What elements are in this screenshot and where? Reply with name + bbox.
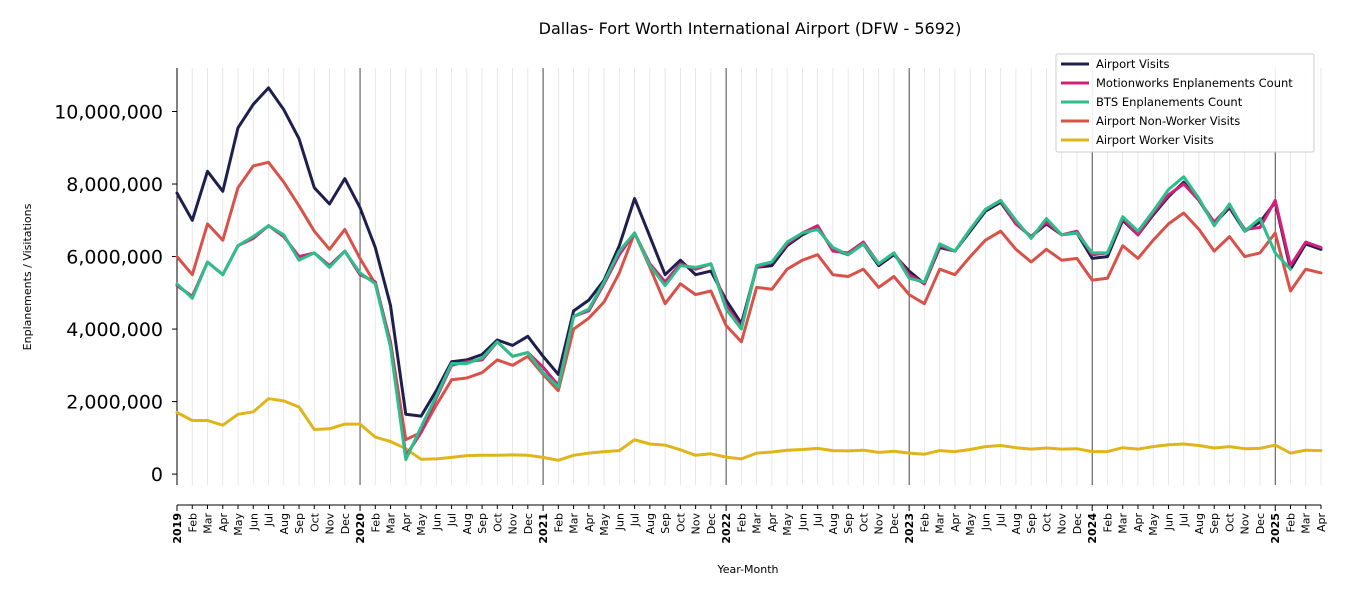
x-tick-label: Dec (705, 513, 718, 534)
x-tick-label-year: 2020 (354, 513, 367, 544)
x-tick-label: Oct (1223, 512, 1236, 532)
x-tick-label: Oct (491, 512, 504, 532)
legend-label: BTS Enplanements Count (1096, 95, 1243, 109)
x-tick-label: May (1147, 513, 1160, 536)
x-tick-label: Apr (949, 513, 962, 533)
legend: Airport Visits Motionworks Enplanements C… (1055, 53, 1315, 153)
x-tick-label: Nov (324, 513, 337, 535)
x-tick-label: Sep (1025, 513, 1038, 534)
x-tick-label: May (415, 513, 428, 536)
x-tick-label: Oct (308, 512, 321, 532)
chart-title: Dallas- Fort Worth International Airport… (539, 19, 962, 38)
x-tick-label: Dec (888, 513, 901, 534)
x-tick-label: Apr (583, 513, 596, 533)
x-tick-label: May (964, 513, 977, 536)
x-tick-label: Dec (339, 513, 352, 534)
x-tick-label: Sep (659, 513, 672, 534)
x-tick-label: Mar (751, 513, 764, 534)
x-tick-label-year: 2024 (1086, 513, 1099, 544)
x-tick-label: Dec (1071, 513, 1084, 534)
x-tick-label: Sep (476, 513, 489, 534)
y-tick-label: 4,000,000 (66, 319, 163, 341)
legend-label: Airport Visits (1096, 57, 1170, 71)
x-tick-label: Apr (1315, 513, 1328, 533)
y-tick-label: 2,000,000 (66, 392, 163, 414)
x-tick-label: Feb (1101, 513, 1114, 532)
x-tick-label: Nov (873, 513, 886, 535)
x-axis-label: Year-Month (716, 563, 778, 576)
x-tick-label: Nov (1056, 513, 1069, 535)
x-tick-label: Jun (796, 513, 809, 531)
y-tick-label: 8,000,000 (66, 174, 163, 196)
x-tick-label: Mar (1117, 513, 1130, 534)
x-tick-label: Feb (1284, 513, 1297, 532)
x-tick-label: May (598, 513, 611, 536)
x-tick-label: Sep (1208, 513, 1221, 534)
x-tick-label: Mar (934, 513, 947, 534)
x-tick-label: Aug (1193, 513, 1206, 534)
x-tick-label: Aug (827, 513, 840, 534)
x-tick-label-year: 2021 (537, 513, 550, 544)
x-tick-label: Aug (278, 513, 291, 534)
y-tick-label: 0 (151, 464, 163, 486)
x-tick-label: Jul (263, 513, 276, 527)
series-line-airport-non-worker-visits (175, 160, 1323, 442)
y-tick-label: 6,000,000 (66, 247, 163, 269)
x-tick-label: Nov (1239, 513, 1252, 535)
x-tick-label: Oct (1040, 512, 1053, 532)
series-line-airport-worker-visits (175, 397, 1323, 462)
legend-label: Airport Worker Visits (1096, 133, 1214, 147)
x-tick-label: Feb (918, 513, 931, 532)
series-line-bts-enplanements-count (175, 175, 1292, 462)
x-tick-label: Jul (629, 513, 642, 527)
x-tick-label-year: 2025 (1269, 513, 1282, 544)
x-tick-label: Mar (202, 513, 215, 534)
x-tick-label: Jun (613, 513, 626, 531)
x-tick-label-year: 2023 (903, 513, 916, 544)
legend-box (1055, 53, 1315, 153)
x-tick-label: Apr (766, 513, 779, 533)
y-axis-label: Enplanements / Visitations (21, 203, 34, 350)
x-tick-label: Apr (1132, 513, 1145, 533)
x-tick-label: Mar (385, 513, 398, 534)
x-tick-label: Mar (1300, 513, 1313, 534)
x-tick-label: Aug (644, 513, 657, 534)
x-tick-label: Sep (842, 513, 855, 534)
axes: Dallas- Fort Worth International Airport… (21, 19, 1328, 576)
x-tick-label: Jun (247, 513, 260, 531)
x-tick-label: Jun (1162, 513, 1175, 531)
x-tick-label-year: 2022 (720, 513, 733, 544)
x-tick-label: Aug (1010, 513, 1023, 534)
x-tick-label: Feb (369, 513, 382, 532)
x-tick-label: Oct (674, 512, 687, 532)
x-tick-label: Jul (995, 513, 1008, 527)
x-tick-label: Dec (1254, 513, 1267, 534)
x-tick-label: Feb (552, 513, 565, 532)
x-tick-label: May (232, 513, 245, 536)
x-tick-label: Feb (735, 513, 748, 532)
x-tick-label: Sep (293, 513, 306, 534)
x-tick-label: May (781, 513, 794, 536)
x-tick-label: Feb (186, 513, 199, 532)
x-tick-label: Oct (857, 512, 870, 532)
x-tick-label: Apr (217, 513, 230, 533)
x-tick-label-year: 2019 (171, 513, 184, 544)
legend-label: Airport Non-Worker Visits (1096, 114, 1240, 128)
x-tick-label: Dec (522, 513, 535, 534)
x-tick-label: Jul (446, 513, 459, 527)
x-tick-label: Jun (979, 513, 992, 531)
x-tick-label: Apr (400, 513, 413, 533)
x-tick-label: Nov (690, 513, 703, 535)
series-lines (175, 86, 1323, 462)
x-tick-label: Aug (461, 513, 474, 534)
y-tick-label: 10,000,000 (54, 102, 163, 124)
x-tick-label: Jul (812, 513, 825, 527)
legend-label: Motionworks Enplanements Count (1096, 76, 1293, 90)
x-tick-label: Jul (1178, 513, 1191, 527)
x-tick-label: Jun (430, 513, 443, 531)
x-tick-label: Mar (568, 513, 581, 534)
x-tick-label: Nov (507, 513, 520, 535)
